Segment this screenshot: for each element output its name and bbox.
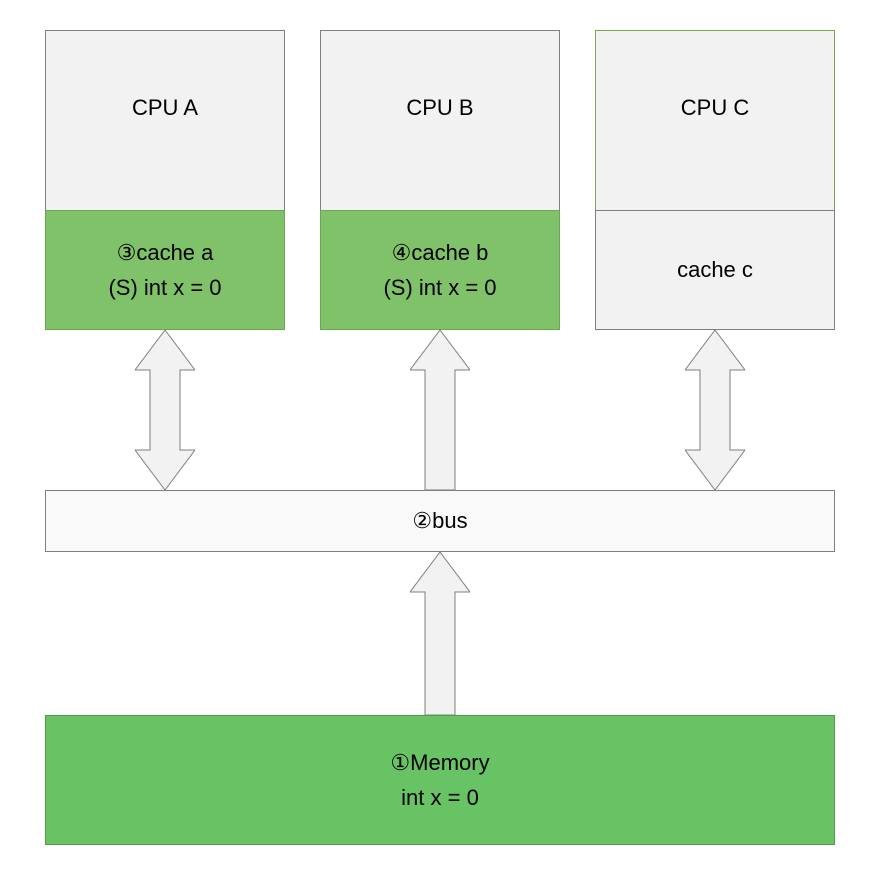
memory-line1: ①Memory: [390, 745, 489, 780]
bus-label: ②bus: [412, 503, 467, 538]
cache-b-line2: (S) int x = 0: [383, 270, 496, 305]
cache-a-line1: ③cache a: [117, 235, 214, 270]
cache-c-line1: cache c: [677, 252, 753, 287]
cpu-a-label: CPU A: [45, 95, 285, 121]
arrow-a-bus: [135, 330, 195, 490]
cache-b-box: ④cache b (S) int x = 0: [320, 210, 560, 330]
arrow-c-bus: [685, 330, 745, 490]
cpu-c-label: CPU C: [595, 95, 835, 121]
cache-a-box: ③cache a (S) int x = 0: [45, 210, 285, 330]
memory-box: ①Memory int x = 0: [45, 715, 835, 845]
cache-b-line1: ④cache b: [392, 235, 489, 270]
cpu-b-label: CPU B: [320, 95, 560, 121]
memory-line2: int x = 0: [401, 780, 479, 815]
cache-c-box: cache c: [595, 210, 835, 330]
cache-a-line2: (S) int x = 0: [108, 270, 221, 305]
bus-box: ②bus: [45, 490, 835, 552]
arrow-mem-bus: [410, 552, 470, 715]
arrow-b-bus: [410, 330, 470, 490]
